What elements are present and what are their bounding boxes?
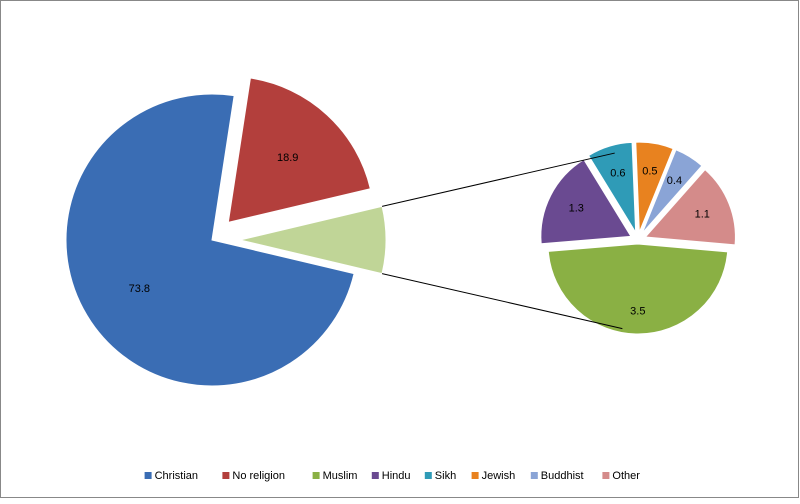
legend-swatch <box>602 472 610 479</box>
data-label: 0.5 <box>642 166 657 178</box>
legend-label: No religion <box>232 470 285 482</box>
data-label: 73.8 <box>129 283 150 295</box>
pie-slice <box>227 77 371 224</box>
pie-slice <box>65 93 355 387</box>
data-label: 1.1 <box>695 208 710 220</box>
data-label: 3.5 <box>630 305 645 317</box>
connector-line <box>381 273 623 330</box>
legend-swatch <box>312 472 320 479</box>
legend-swatch <box>530 472 538 479</box>
legend-label: Other <box>612 470 640 482</box>
pie-slice <box>635 141 674 233</box>
pie-slice <box>587 141 637 235</box>
pie-slice <box>540 158 632 245</box>
data-label: 0.4 <box>667 175 682 187</box>
legend-swatch <box>371 472 379 479</box>
legend-swatch <box>144 472 152 479</box>
pie-slice <box>641 149 703 234</box>
legend-label: Sikh <box>435 470 456 482</box>
pie-slice <box>644 168 736 246</box>
data-label: 18.9 <box>277 152 298 164</box>
pie-slice <box>547 243 729 335</box>
connector-line <box>381 152 615 207</box>
legend-label: Christian <box>155 470 198 482</box>
legend-label: Hindu <box>382 470 411 482</box>
legend-label: Jewish <box>482 470 516 482</box>
legend-label: Muslim <box>323 470 358 482</box>
legend-swatch <box>471 472 479 479</box>
legend-swatch <box>222 472 230 479</box>
legend-label: Buddhist <box>541 470 584 482</box>
legend-swatch <box>424 472 432 479</box>
data-label: 0.6 <box>610 168 625 180</box>
data-label: 1.3 <box>569 203 584 215</box>
